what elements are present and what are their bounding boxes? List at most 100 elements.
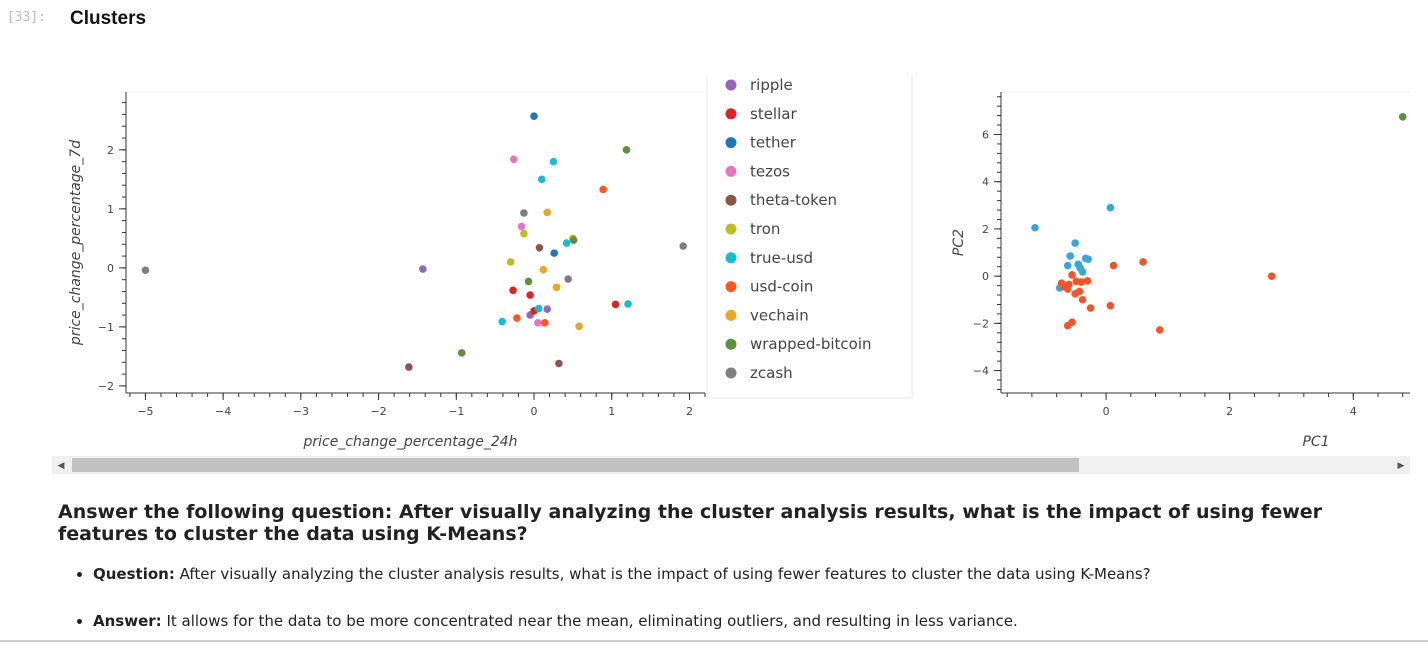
data-point (1083, 277, 1092, 285)
qa-list: Question: After visually analyzing the c… (58, 562, 1428, 656)
data-point (1066, 252, 1075, 260)
cell-title: Clusters (70, 8, 147, 29)
x-tick-label: −5 (137, 405, 153, 418)
data-point (539, 265, 548, 274)
data-point (611, 300, 620, 309)
legend-swatch (725, 137, 737, 149)
legend-label: vechain (750, 306, 809, 324)
data-point (562, 239, 571, 247)
data-point (679, 242, 688, 250)
scroll-right-arrow-icon[interactable]: ▶ (1397, 459, 1405, 470)
cell-bottom-border (0, 640, 1428, 642)
data-point (524, 277, 533, 286)
data-point (1106, 203, 1115, 212)
y-tick-label: 1 (107, 203, 114, 216)
y-tick-label: 2 (982, 223, 989, 236)
x-tick-label: 2 (1226, 405, 1233, 418)
x-tick-label: 2 (686, 405, 693, 418)
data-point (535, 244, 544, 252)
data-point (510, 155, 518, 164)
legend-swatch (725, 252, 737, 264)
data-point (1398, 112, 1407, 121)
horizontal-scrollbar[interactable]: ◀ ▶ (52, 456, 1410, 474)
data-point (1072, 277, 1081, 286)
data-point (543, 208, 552, 217)
x-tick-label: −3 (293, 405, 309, 418)
x-axis-title: price_change_percentage_24h (302, 434, 517, 450)
x-axis-title: PC1 (1302, 434, 1329, 450)
data-point (526, 291, 534, 299)
y-tick-label: −4 (973, 365, 989, 378)
data-point (537, 175, 546, 184)
data-point (1078, 295, 1087, 304)
data-point (498, 317, 506, 326)
legend-label: theta-token (750, 191, 837, 209)
data-point (520, 229, 528, 238)
data-point (509, 286, 517, 295)
y-tick-label: 0 (107, 262, 114, 275)
data-point (550, 249, 559, 257)
chart-right: 0 2 4 −4 −2 0 2 4 6 PC1 PC2 (951, 91, 1410, 450)
legend-label: tether (750, 134, 797, 152)
x-tick-label: −4 (215, 405, 231, 418)
answer-item: Answer: It allows for the data to be mor… (93, 609, 1428, 634)
data-point (624, 300, 632, 308)
data-point (575, 322, 583, 331)
y-axis-title: PC2 (951, 229, 967, 256)
x-tick-label: 4 (1350, 405, 1357, 418)
y-axis-title: price_change_percentage_7d (68, 140, 84, 346)
data-point (1071, 239, 1079, 247)
data-point (530, 112, 538, 120)
data-point (1267, 272, 1276, 280)
legend-swatch (725, 108, 737, 120)
y-tick-label: 0 (982, 270, 989, 283)
legend-label: wrapped-bitcoin (750, 335, 872, 353)
x-tick-label: −2 (370, 405, 386, 418)
legend-swatch (725, 309, 737, 321)
legend-label: ripple (750, 76, 793, 94)
legend-swatch (725, 194, 737, 206)
data-point (1063, 321, 1072, 330)
data-point (555, 359, 563, 368)
y-tick-label: 6 (982, 128, 989, 141)
question-item: Question: After visually analyzing the c… (93, 562, 1428, 587)
legend-swatch (725, 367, 737, 379)
data-point (1106, 301, 1115, 310)
y-tick-label: −2 (973, 317, 989, 330)
data-point (549, 157, 558, 166)
data-point (541, 318, 549, 327)
scroll-left-arrow-icon[interactable]: ◀ (57, 459, 65, 470)
x-tick-label: −1 (448, 405, 464, 418)
scrollbar-thumb[interactable] (72, 458, 1079, 472)
legend-label: zcash (750, 364, 793, 382)
question-label: Question: (93, 565, 175, 583)
data-point (517, 222, 526, 231)
data-point (534, 318, 542, 327)
legend-swatch (725, 79, 737, 91)
data-point (419, 265, 427, 273)
legend-swatch (725, 223, 737, 235)
data-point (1068, 271, 1076, 279)
y-tick-label: 2 (107, 144, 114, 157)
chart-left: −5 −4 −3 −2 −1 0 1 2 −2 −1 0 1 2 price_change_percent… (68, 91, 706, 450)
data-point (599, 185, 607, 194)
answer-heading: Answer the following question: After vis… (58, 501, 1323, 545)
data-point (622, 146, 631, 154)
legend-box (706, 76, 913, 399)
legend-swatch (725, 338, 737, 350)
data-point (1063, 261, 1072, 270)
data-point (569, 236, 578, 244)
data-point (513, 314, 521, 322)
data-point (564, 275, 573, 283)
legend-swatch (725, 281, 737, 293)
x-tick-label: 1 (608, 405, 615, 418)
y-tick-label: −1 (98, 321, 114, 334)
data-point (1139, 258, 1147, 266)
y-tick-label: 4 (982, 176, 989, 189)
y-tick-label: −2 (98, 380, 114, 393)
answer-text: It allows for the data to be more concen… (166, 612, 1018, 630)
scatter-plots: −5 −4 −3 −2 −1 0 1 2 −2 −1 0 1 2 price_change_percent… (68, 76, 1410, 450)
data-point (506, 258, 515, 266)
data-point (141, 266, 150, 275)
data-point (552, 283, 561, 292)
